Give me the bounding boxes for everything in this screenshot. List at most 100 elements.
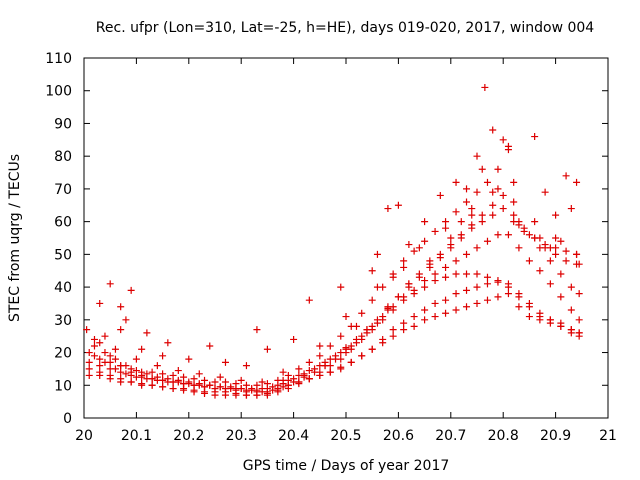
data-point <box>185 380 193 388</box>
data-point <box>174 367 182 375</box>
data-point <box>421 316 429 324</box>
data-point <box>127 368 135 376</box>
data-point <box>468 224 476 232</box>
y-tick-label: 60 <box>54 215 72 231</box>
data-point <box>452 208 460 216</box>
data-point <box>515 244 523 252</box>
data-point <box>263 345 271 353</box>
data-point <box>284 381 292 389</box>
data-point <box>122 370 130 378</box>
data-point <box>415 273 423 281</box>
x-tick-label: 20.1 <box>121 428 152 444</box>
data-point <box>421 237 429 245</box>
data-point <box>552 211 560 219</box>
data-point <box>546 319 554 327</box>
data-point <box>510 178 518 186</box>
data-point <box>394 293 402 301</box>
data-point <box>269 383 277 391</box>
data-point <box>499 205 507 213</box>
data-point <box>358 352 366 360</box>
data-point <box>373 316 381 324</box>
data-point <box>410 322 418 330</box>
data-point <box>148 368 156 376</box>
data-point <box>305 367 313 375</box>
data-point <box>536 267 544 275</box>
data-point <box>541 241 549 249</box>
data-point <box>447 234 455 242</box>
data-point <box>101 358 109 366</box>
data-point <box>242 388 250 396</box>
data-point <box>442 218 450 226</box>
data-point <box>295 365 303 373</box>
data-point <box>143 375 151 383</box>
data-point <box>536 316 544 324</box>
data-point <box>96 299 104 307</box>
data-point <box>525 303 533 311</box>
data-point <box>494 277 502 285</box>
data-point <box>258 378 266 386</box>
data-point <box>106 280 114 288</box>
data-point <box>431 277 439 285</box>
data-point <box>232 386 240 394</box>
data-point <box>389 332 397 340</box>
data-point <box>431 299 439 307</box>
x-tick-label: 21 <box>599 428 617 444</box>
data-point <box>494 231 502 239</box>
data-point <box>248 385 256 393</box>
data-point <box>531 133 539 141</box>
data-point <box>90 335 98 343</box>
data-point <box>473 152 481 160</box>
data-point <box>481 83 489 91</box>
data-point <box>573 178 581 186</box>
data-point <box>290 335 298 343</box>
data-point <box>127 286 135 294</box>
data-point <box>363 326 371 334</box>
data-point <box>90 342 98 350</box>
y-tick-label: 50 <box>54 247 72 263</box>
data-point <box>316 371 324 379</box>
data-point <box>510 198 518 206</box>
y-tick-label: 30 <box>54 313 72 329</box>
x-tick-label: 20.7 <box>435 428 466 444</box>
data-point <box>478 165 486 173</box>
data-point <box>111 345 119 353</box>
data-point <box>478 211 486 219</box>
data-point <box>227 383 235 391</box>
data-point <box>494 165 502 173</box>
y-tick-label: 110 <box>45 51 72 67</box>
data-point <box>174 378 182 386</box>
data-point <box>201 383 209 391</box>
data-point <box>442 273 450 281</box>
data-point <box>552 250 560 258</box>
data-point <box>332 352 340 360</box>
data-point <box>117 378 125 386</box>
data-point <box>258 385 266 393</box>
data-point <box>122 362 130 370</box>
data-point <box>400 257 408 265</box>
data-point <box>473 270 481 278</box>
data-point <box>489 211 497 219</box>
data-point <box>400 296 408 304</box>
data-point <box>567 306 575 314</box>
data-point <box>326 342 334 350</box>
data-point <box>373 250 381 258</box>
data-point <box>326 368 334 376</box>
data-point <box>373 283 381 291</box>
data-point <box>237 376 245 384</box>
data-point <box>431 270 439 278</box>
data-point <box>478 218 486 226</box>
data-point <box>575 329 583 337</box>
data-point <box>347 358 355 366</box>
data-point <box>195 370 203 378</box>
data-point <box>536 234 544 242</box>
data-point <box>159 370 167 378</box>
data-point <box>557 270 565 278</box>
data-point <box>221 378 229 386</box>
data-point <box>153 362 161 370</box>
data-point <box>164 339 172 347</box>
data-point <box>405 241 413 249</box>
x-tick-label: 20.3 <box>226 428 257 444</box>
data-point <box>164 378 172 386</box>
x-tick-label: 20.5 <box>330 428 361 444</box>
data-point <box>90 352 98 360</box>
